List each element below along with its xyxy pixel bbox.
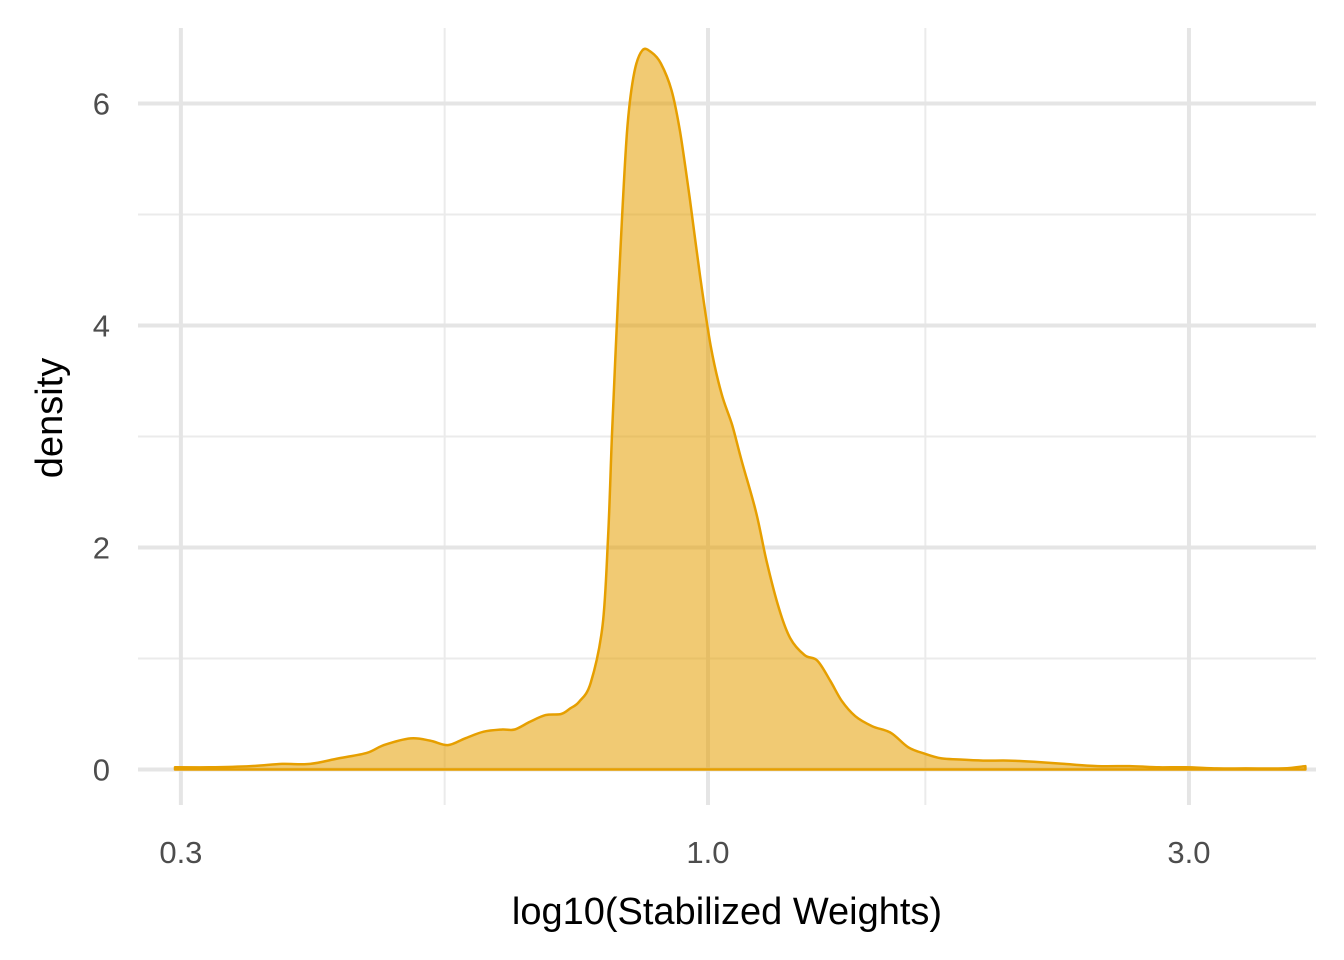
x-tick-label: 1.0 [686, 835, 729, 870]
y-tick-labels: 0 2 4 6 [93, 86, 110, 787]
density-line [173, 47, 1307, 771]
density-area [175, 48, 1306, 770]
y-tick-label: 2 [93, 530, 110, 565]
y-tick-label: 0 [93, 752, 110, 787]
x-axis-title: log10(Stabilized Weights) [512, 891, 942, 933]
y-axis-title: density [29, 358, 71, 478]
x-tick-label: 3.0 [1167, 835, 1210, 870]
y-tick-label: 6 [93, 86, 110, 121]
y-tick-label: 4 [93, 308, 110, 343]
x-tick-labels: 0.3 1.0 3.0 [159, 835, 1210, 870]
x-tick-label: 0.3 [159, 835, 202, 870]
